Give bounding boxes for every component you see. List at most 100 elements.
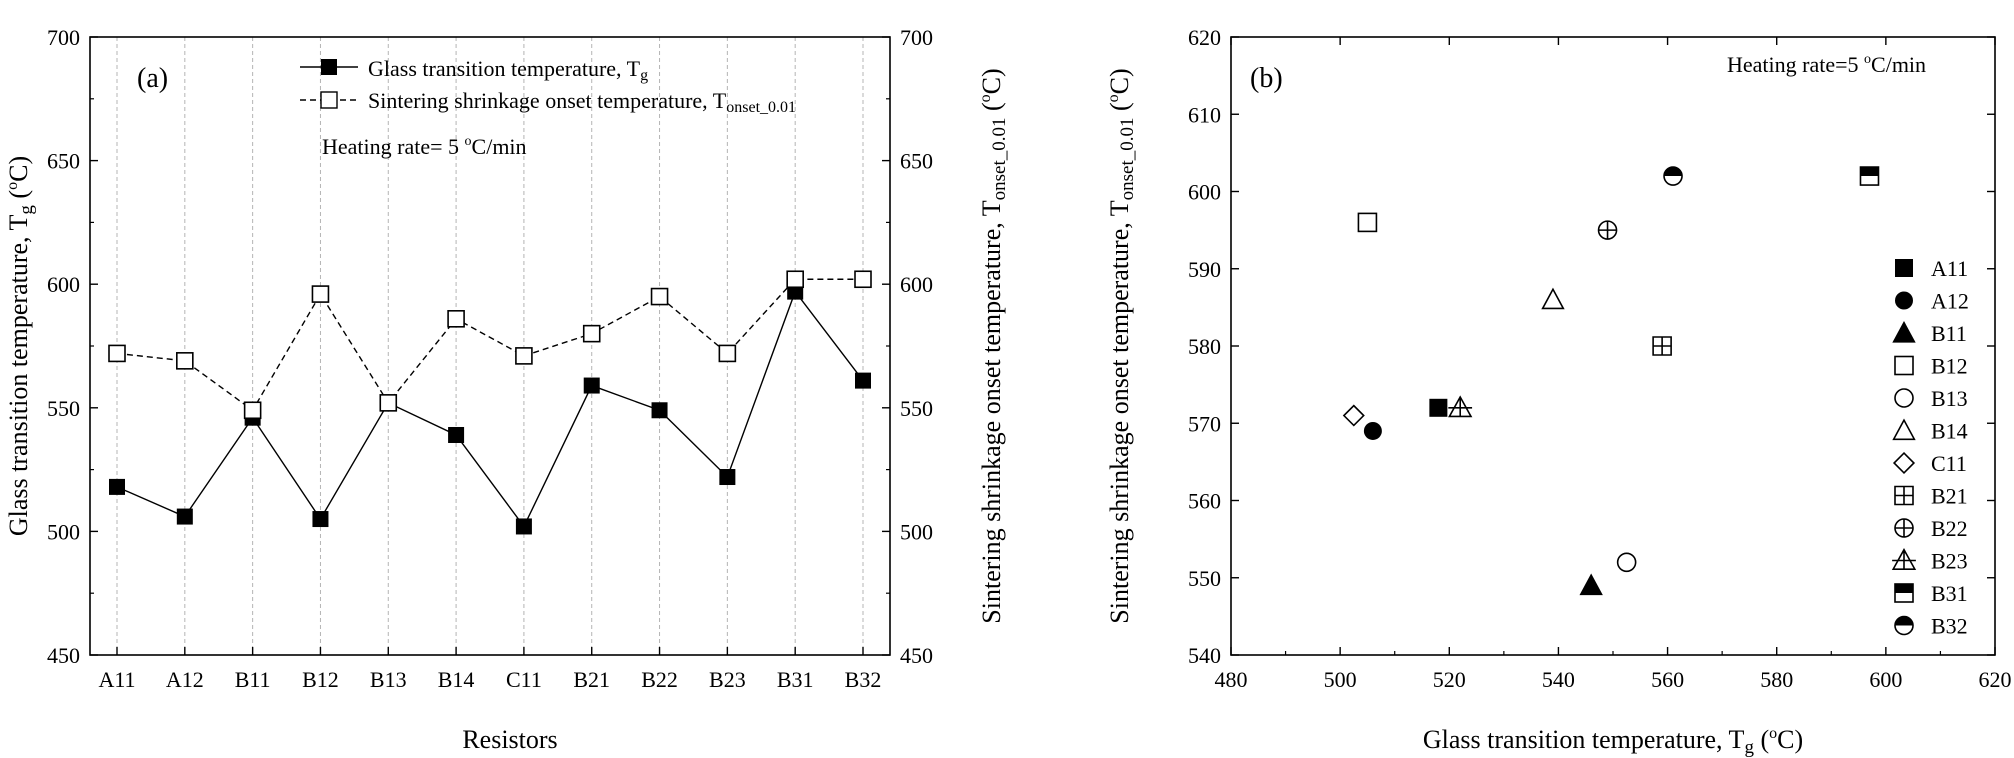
legend-label-b11: B11 xyxy=(1931,321,1967,346)
x-tick-label-a11: A11 xyxy=(98,667,135,692)
point-b12 xyxy=(1357,212,1378,233)
panel-b-x-axis-ticks: 480 500 520 540 560 580 600 620 xyxy=(1215,37,2012,692)
point-c11 xyxy=(1342,404,1365,427)
x-tick-label-500: 500 xyxy=(1324,667,1357,692)
right-tick-label-700: 700 xyxy=(900,25,933,50)
point-b21 xyxy=(1652,336,1672,356)
panel-a-legend: Glass transition temperature, Tg Sinteri… xyxy=(300,56,796,116)
legend-label-b14: B14 xyxy=(1931,419,1968,444)
x-tick-label-520: 520 xyxy=(1433,667,1466,692)
point-tonset-b31 xyxy=(786,270,804,289)
x-tick-label-580: 580 xyxy=(1760,667,1793,692)
point-b31 xyxy=(1859,166,1880,186)
point-tg-b12 xyxy=(312,511,329,528)
panel-a-right-axis-title: Sintering shrinkage onset temperature, T… xyxy=(977,68,1010,623)
panel-a-heating-rate-annotation: Heating rate= 5 oC/min xyxy=(322,134,527,159)
x-tick-label-620: 620 xyxy=(1979,667,2012,692)
point-tonset-b21 xyxy=(582,324,601,343)
right-tick-label-500: 500 xyxy=(900,519,933,544)
x-tick-label-b13: B13 xyxy=(370,667,407,692)
x-tick-label-b22: B22 xyxy=(641,667,678,692)
panel-a-plot-frame xyxy=(89,36,891,656)
point-b32-fill xyxy=(1664,167,1683,177)
x-tick-label-b11: B11 xyxy=(235,667,271,692)
panel-a-series-markers xyxy=(108,270,872,535)
legend-label-b21: B21 xyxy=(1931,484,1968,509)
y-tick-label-590: 590 xyxy=(1188,257,1221,282)
legend-marker-c11 xyxy=(1892,451,1916,475)
point-a12 xyxy=(1363,421,1382,440)
panel-a-right-axis-ticks: 450 500 550 600 650 700 xyxy=(882,25,933,668)
x-tick-label-b31: B31 xyxy=(777,667,814,692)
point-tonset-b14 xyxy=(447,310,465,328)
left-tick-label-500: 500 xyxy=(47,519,80,544)
panel-a-x-axis-ticks: A11 A12 B11 B12 B13 B14 C11 B21 B22 B23 B31 B32 xyxy=(98,647,881,692)
left-tick-label-700: 700 xyxy=(47,25,80,50)
legend-marker-b13 xyxy=(1894,388,1914,408)
panel-a-left-axis-title: Glass transition temperature, Tg (oC) xyxy=(4,156,37,536)
point-b11 xyxy=(1579,573,1603,596)
point-tg-a12 xyxy=(176,508,193,525)
left-tick-label-450: 450 xyxy=(47,643,80,668)
legend-label-b23: B23 xyxy=(1931,549,1968,574)
right-tick-label-600: 600 xyxy=(900,272,933,297)
legend-label-b12: B12 xyxy=(1931,354,1968,379)
x-tick-label-c11: C11 xyxy=(506,667,542,692)
right-tick-label-550: 550 xyxy=(900,396,933,421)
legend-marker-tonset xyxy=(320,91,338,109)
x-tick-label-a12: A12 xyxy=(166,667,204,692)
point-b32 xyxy=(1663,166,1683,186)
x-tick-label-b21: B21 xyxy=(573,667,610,692)
point-b13 xyxy=(1616,552,1637,573)
point-tg-c11 xyxy=(515,518,532,535)
legend-marker-b22 xyxy=(1894,518,1914,538)
series-line-tg xyxy=(116,290,864,528)
left-tick-label-650: 650 xyxy=(47,149,80,174)
legend-label-b31: B31 xyxy=(1931,581,1968,606)
series-line-tonset xyxy=(116,278,863,412)
right-tick-label-650: 650 xyxy=(900,149,933,174)
legend-label-b22: B22 xyxy=(1931,516,1968,541)
point-b22 xyxy=(1597,220,1618,240)
point-tg-b22 xyxy=(651,402,668,419)
legend-marker-b12 xyxy=(1894,355,1914,376)
legend-label-c11: C11 xyxy=(1931,451,1967,476)
panel-b-legend: A11 A12 B11 B12 B13 B14 C11 B21 B22 B23 B31 B32 xyxy=(1891,256,1969,639)
right-tick-label-450: 450 xyxy=(900,643,933,668)
legend-marker-b11 xyxy=(1892,320,1916,343)
panel-a-chart: 450 500 550 600 650 700 450 500 550 600 650 700 A1… xyxy=(4,25,1010,754)
point-tonset-b23 xyxy=(718,344,737,363)
panel-b-scatter-points xyxy=(1342,166,1880,596)
x-tick-label-b12: B12 xyxy=(302,667,339,692)
panel-a-left-axis-ticks: 450 500 550 600 650 700 xyxy=(47,25,98,668)
y-tick-label-620: 620 xyxy=(1188,25,1221,50)
point-a11 xyxy=(1429,398,1448,417)
panel-b-y-axis-ticks: 540 550 560 570 580 590 600 610 620 xyxy=(1188,25,1995,668)
point-tg-b14 xyxy=(448,426,465,443)
legend-label-a12: A12 xyxy=(1931,289,1969,314)
panel-b-x-axis-title: Glass transition temperature, Tg (oC) xyxy=(1423,725,1803,758)
point-tonset-b13 xyxy=(379,394,398,412)
legend-marker-b32 xyxy=(1894,615,1914,636)
panel-a-x-axis-title: Resistors xyxy=(462,725,557,754)
x-tick-label-540: 540 xyxy=(1542,667,1575,692)
panel-b-y-axis-title: Sintering shrinkage onset temperature, T… xyxy=(1105,68,1138,623)
point-tonset-b11 xyxy=(243,401,262,420)
panel-b-label: (b) xyxy=(1250,63,1283,94)
x-tick-label-b14: B14 xyxy=(438,667,475,692)
point-tonset-b12 xyxy=(311,285,330,303)
x-tick-label-560: 560 xyxy=(1651,667,1684,692)
x-tick-label-600: 600 xyxy=(1869,667,1902,692)
panel-b-plot-frame xyxy=(1230,36,1996,656)
y-tick-label-580: 580 xyxy=(1188,334,1221,359)
legend-label-a11: A11 xyxy=(1931,256,1968,281)
legend-label-b32: B32 xyxy=(1931,614,1968,639)
point-tg-a11 xyxy=(109,478,125,495)
point-tonset-a12 xyxy=(176,352,194,370)
panel-a-label: (a) xyxy=(137,63,168,94)
point-tonset-b32 xyxy=(854,270,872,289)
left-tick-label-550: 550 xyxy=(47,396,80,421)
legend-marker-b31 xyxy=(1894,583,1914,603)
y-tick-label-570: 570 xyxy=(1188,411,1221,436)
